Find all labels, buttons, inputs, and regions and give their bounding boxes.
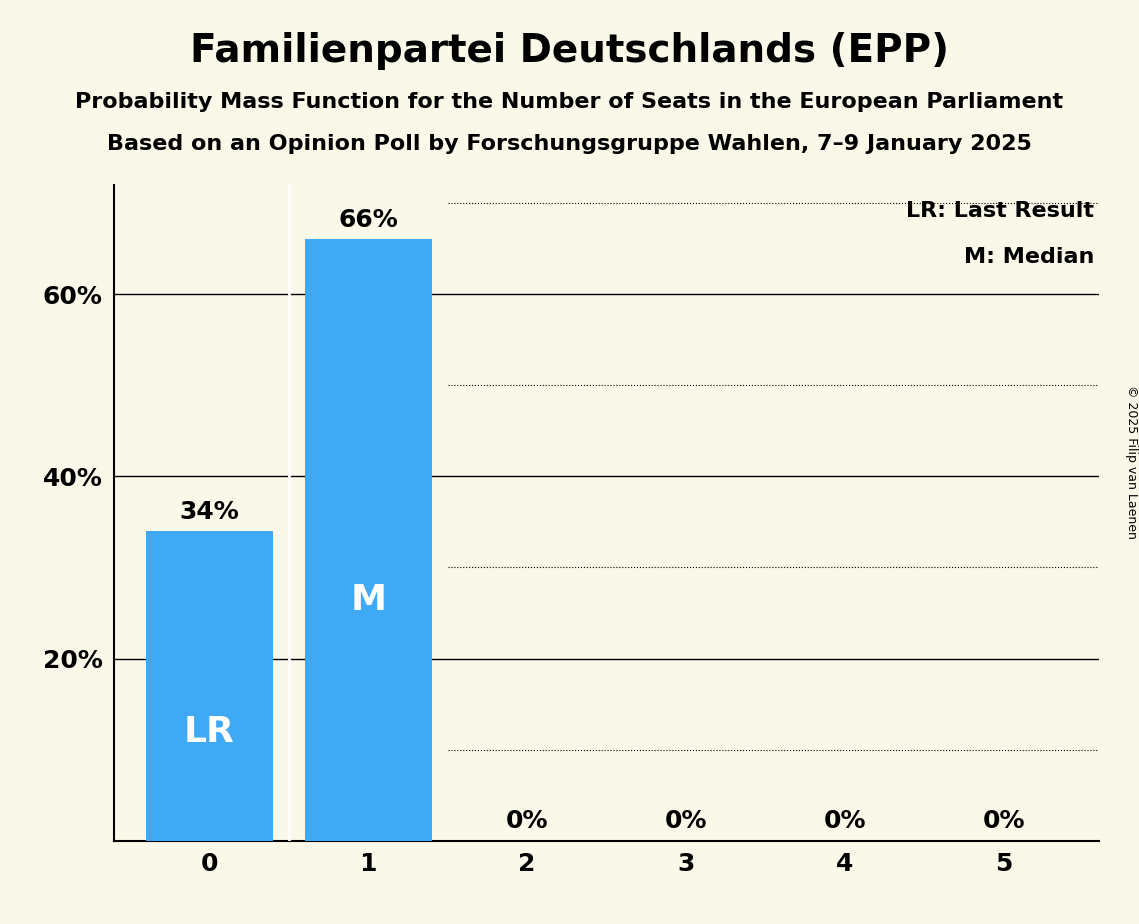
Text: M: Median: M: Median bbox=[964, 247, 1095, 267]
Text: 0%: 0% bbox=[823, 808, 866, 833]
Text: 66%: 66% bbox=[338, 208, 398, 232]
Text: Probability Mass Function for the Number of Seats in the European Parliament: Probability Mass Function for the Number… bbox=[75, 92, 1064, 113]
Text: LR: LR bbox=[183, 715, 235, 749]
Bar bbox=[146, 531, 273, 841]
Text: Based on an Opinion Poll by Forschungsgruppe Wahlen, 7–9 January 2025: Based on an Opinion Poll by Forschungsgr… bbox=[107, 134, 1032, 154]
Bar bbox=[304, 239, 432, 841]
Text: 0%: 0% bbox=[506, 808, 548, 833]
Text: Familienpartei Deutschlands (EPP): Familienpartei Deutschlands (EPP) bbox=[190, 32, 949, 70]
Text: © 2025 Filip van Laenen: © 2025 Filip van Laenen bbox=[1124, 385, 1138, 539]
Text: 0%: 0% bbox=[665, 808, 707, 833]
Text: M: M bbox=[350, 583, 386, 617]
Text: 0%: 0% bbox=[983, 808, 1025, 833]
Text: 34%: 34% bbox=[179, 500, 239, 524]
Text: LR: Last Result: LR: Last Result bbox=[907, 201, 1095, 221]
